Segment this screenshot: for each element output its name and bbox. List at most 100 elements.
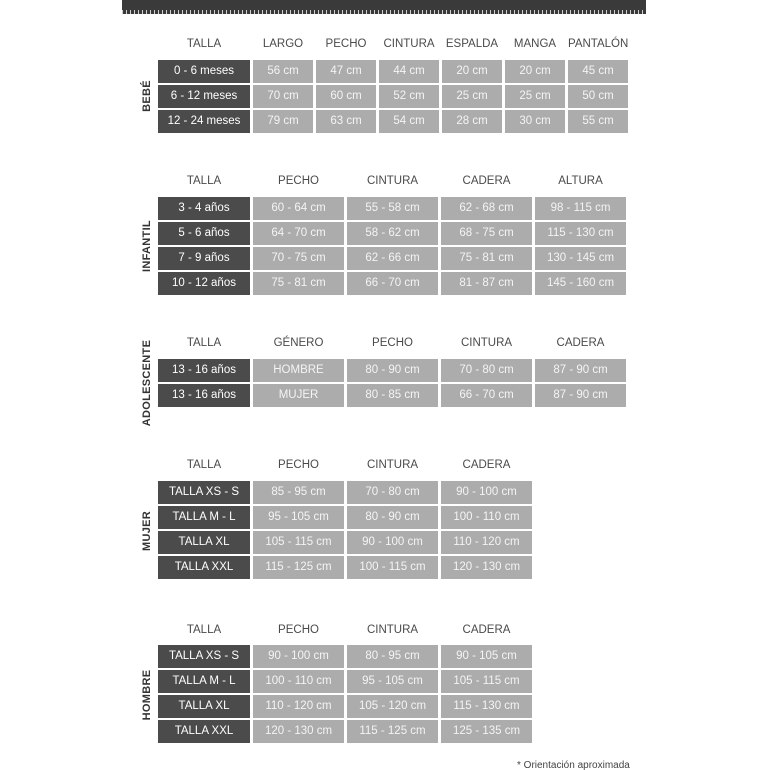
size-cell: 3 - 4 años — [158, 197, 250, 220]
size-cell: TALLA XL — [158, 531, 250, 554]
column-header: TALLA — [186, 624, 222, 636]
measurement-cell: 120 - 130 cm — [441, 556, 532, 579]
section-label: MUJER — [141, 510, 153, 552]
measurement-cell: 115 - 130 cm — [441, 695, 532, 718]
size-cell: TALLA XL — [158, 695, 250, 718]
column-header: CADERA — [556, 337, 605, 349]
measurement-cell: 50 cm — [568, 85, 628, 108]
measurement-cell: 110 - 120 cm — [253, 695, 344, 718]
measurement-cell: 55 cm — [568, 110, 628, 133]
column-header: PECHO — [278, 175, 319, 187]
column-header: LARGO — [262, 38, 304, 50]
column-header: TALLA — [186, 337, 222, 349]
measurement-cell: 80 - 85 cm — [347, 384, 438, 407]
measurement-cell: 79 cm — [253, 110, 313, 133]
measurement-cell: 115 - 130 cm — [535, 222, 626, 245]
section-label: ADOLESCENTE — [141, 339, 153, 427]
measurement-cell: 81 - 87 cm — [441, 272, 532, 295]
size-cell: TALLA M - L — [158, 670, 250, 693]
column-header: CADERA — [462, 624, 511, 636]
section-label: HOMBRE — [141, 669, 153, 721]
column-header: CINTURA — [366, 175, 419, 187]
measurement-cell: 85 - 95 cm — [253, 481, 344, 504]
measurement-cell: 130 - 145 cm — [535, 247, 626, 270]
measurement-cell: 25 cm — [505, 85, 565, 108]
measurement-cell: 105 - 115 cm — [253, 531, 344, 554]
measurement-cell: 58 - 62 cm — [347, 222, 438, 245]
measurement-cell: 110 - 120 cm — [441, 531, 532, 554]
measurement-cell: 30 cm — [505, 110, 565, 133]
measurement-cell: 44 cm — [379, 60, 439, 83]
measurement-cell: 125 - 135 cm — [441, 720, 532, 743]
measurement-cell: 98 - 115 cm — [535, 197, 626, 220]
measurement-cell: 75 - 81 cm — [253, 272, 344, 295]
measurement-cell: 70 - 80 cm — [347, 481, 438, 504]
column-header: PECHO — [278, 459, 319, 471]
column-header: CINTURA — [383, 38, 435, 50]
column-header: PECHO — [278, 624, 319, 636]
measurement-cell: 100 - 110 cm — [441, 506, 532, 529]
measurement-cell: 80 - 95 cm — [347, 645, 438, 668]
measurement-cell: 115 - 125 cm — [347, 720, 438, 743]
column-header: CINTURA — [366, 624, 419, 636]
measurement-cell: 64 - 70 cm — [253, 222, 344, 245]
measurement-cell: 87 - 90 cm — [535, 384, 626, 407]
measurement-cell: 105 - 120 cm — [347, 695, 438, 718]
measurement-cell: MUJER — [253, 384, 344, 407]
measurement-cell: 90 - 105 cm — [441, 645, 532, 668]
column-header: PECHO — [372, 337, 413, 349]
measurement-cell: 70 - 75 cm — [253, 247, 344, 270]
ruler-decoration — [122, 0, 646, 14]
measurement-cell: 105 - 115 cm — [441, 670, 532, 693]
size-cell: 12 - 24 meses — [158, 110, 250, 133]
size-cell: 13 - 16 años — [158, 384, 250, 407]
measurement-cell: HOMBRE — [253, 359, 344, 382]
measurement-cell: 25 cm — [442, 85, 502, 108]
column-header: TALLA — [186, 38, 222, 50]
measurement-cell: 90 - 100 cm — [347, 531, 438, 554]
measurement-cell: 52 cm — [379, 85, 439, 108]
measurement-cell: 56 cm — [253, 60, 313, 83]
measurement-cell: 68 - 75 cm — [441, 222, 532, 245]
column-header: CADERA — [462, 459, 511, 471]
column-header: GÉNERO — [273, 337, 324, 349]
column-header: CINTURA — [366, 459, 419, 471]
measurement-cell: 54 cm — [379, 110, 439, 133]
measurement-cell: 20 cm — [442, 60, 502, 83]
measurement-cell: 62 - 68 cm — [441, 197, 532, 220]
measurement-cell: 45 cm — [568, 60, 628, 83]
measurement-cell: 63 cm — [316, 110, 376, 133]
measurement-cell: 90 - 100 cm — [441, 481, 532, 504]
measurement-cell: 47 cm — [316, 60, 376, 83]
measurement-cell: 100 - 110 cm — [253, 670, 344, 693]
measurement-cell: 80 - 90 cm — [347, 359, 438, 382]
measurement-cell: 60 cm — [316, 85, 376, 108]
measurement-cell: 145 - 160 cm — [535, 272, 626, 295]
measurement-cell: 70 cm — [253, 85, 313, 108]
measurement-cell: 28 cm — [442, 110, 502, 133]
measurement-cell: 75 - 81 cm — [441, 247, 532, 270]
column-header: TALLA — [186, 175, 222, 187]
measurement-cell: 100 - 115 cm — [347, 556, 438, 579]
column-header: PANTALÓN — [568, 38, 629, 50]
size-cell: TALLA XXL — [158, 720, 250, 743]
measurement-cell: 95 - 105 cm — [253, 506, 344, 529]
column-header: TALLA — [186, 459, 222, 471]
size-cell: 0 - 6 meses — [158, 60, 250, 83]
column-header: ALTURA — [558, 175, 603, 187]
column-header: MANGA — [513, 38, 557, 50]
measurement-cell: 66 - 70 cm — [347, 272, 438, 295]
column-header: CADERA — [462, 175, 511, 187]
measurement-cell: 115 - 125 cm — [253, 556, 344, 579]
measurement-cell: 66 - 70 cm — [441, 384, 532, 407]
measurement-cell: 62 - 66 cm — [347, 247, 438, 270]
measurement-cell: 120 - 130 cm — [253, 720, 344, 743]
size-cell: 10 - 12 años — [158, 272, 250, 295]
measurement-cell: 95 - 105 cm — [347, 670, 438, 693]
size-cell: TALLA XS - S — [158, 645, 250, 668]
measurement-cell: 70 - 80 cm — [441, 359, 532, 382]
size-cell: 6 - 12 meses — [158, 85, 250, 108]
footnote: * Orientación aproximada — [517, 760, 630, 770]
measurement-cell: 60 - 64 cm — [253, 197, 344, 220]
size-cell: TALLA XXL — [158, 556, 250, 579]
